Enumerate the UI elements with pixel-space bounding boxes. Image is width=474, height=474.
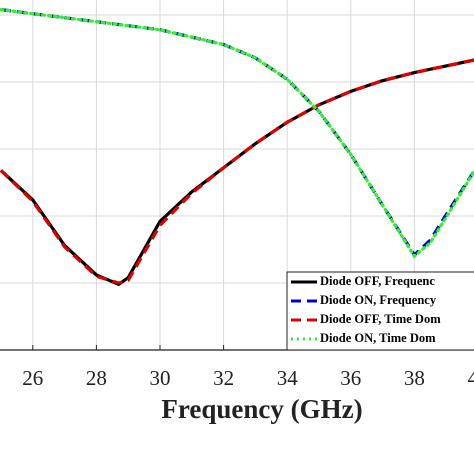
x-tick-label: 36 — [340, 366, 361, 390]
legend-label: Diode OFF, Frequenc — [320, 274, 435, 288]
line-series — [0, 58, 474, 285]
x-axis-label: Frequency (GHz) — [161, 394, 362, 424]
x-tick-label: 34 — [277, 366, 299, 390]
legend-box — [286, 271, 474, 351]
x-tick-label: 30 — [150, 366, 171, 390]
legend-label: Diode OFF, Time Dom — [320, 312, 441, 326]
line-series — [0, 8, 474, 259]
x-tick-label: 28 — [86, 366, 107, 390]
legend-label: Diode ON, Time Dom — [320, 331, 436, 345]
legend-label: Diode ON, Frequency — [320, 293, 437, 307]
x-tick-label: 40 — [468, 366, 474, 390]
x-tick-label: 26 — [22, 366, 43, 390]
x-tick-label: 38 — [404, 366, 425, 390]
x-tick-label: 32 — [213, 366, 234, 390]
